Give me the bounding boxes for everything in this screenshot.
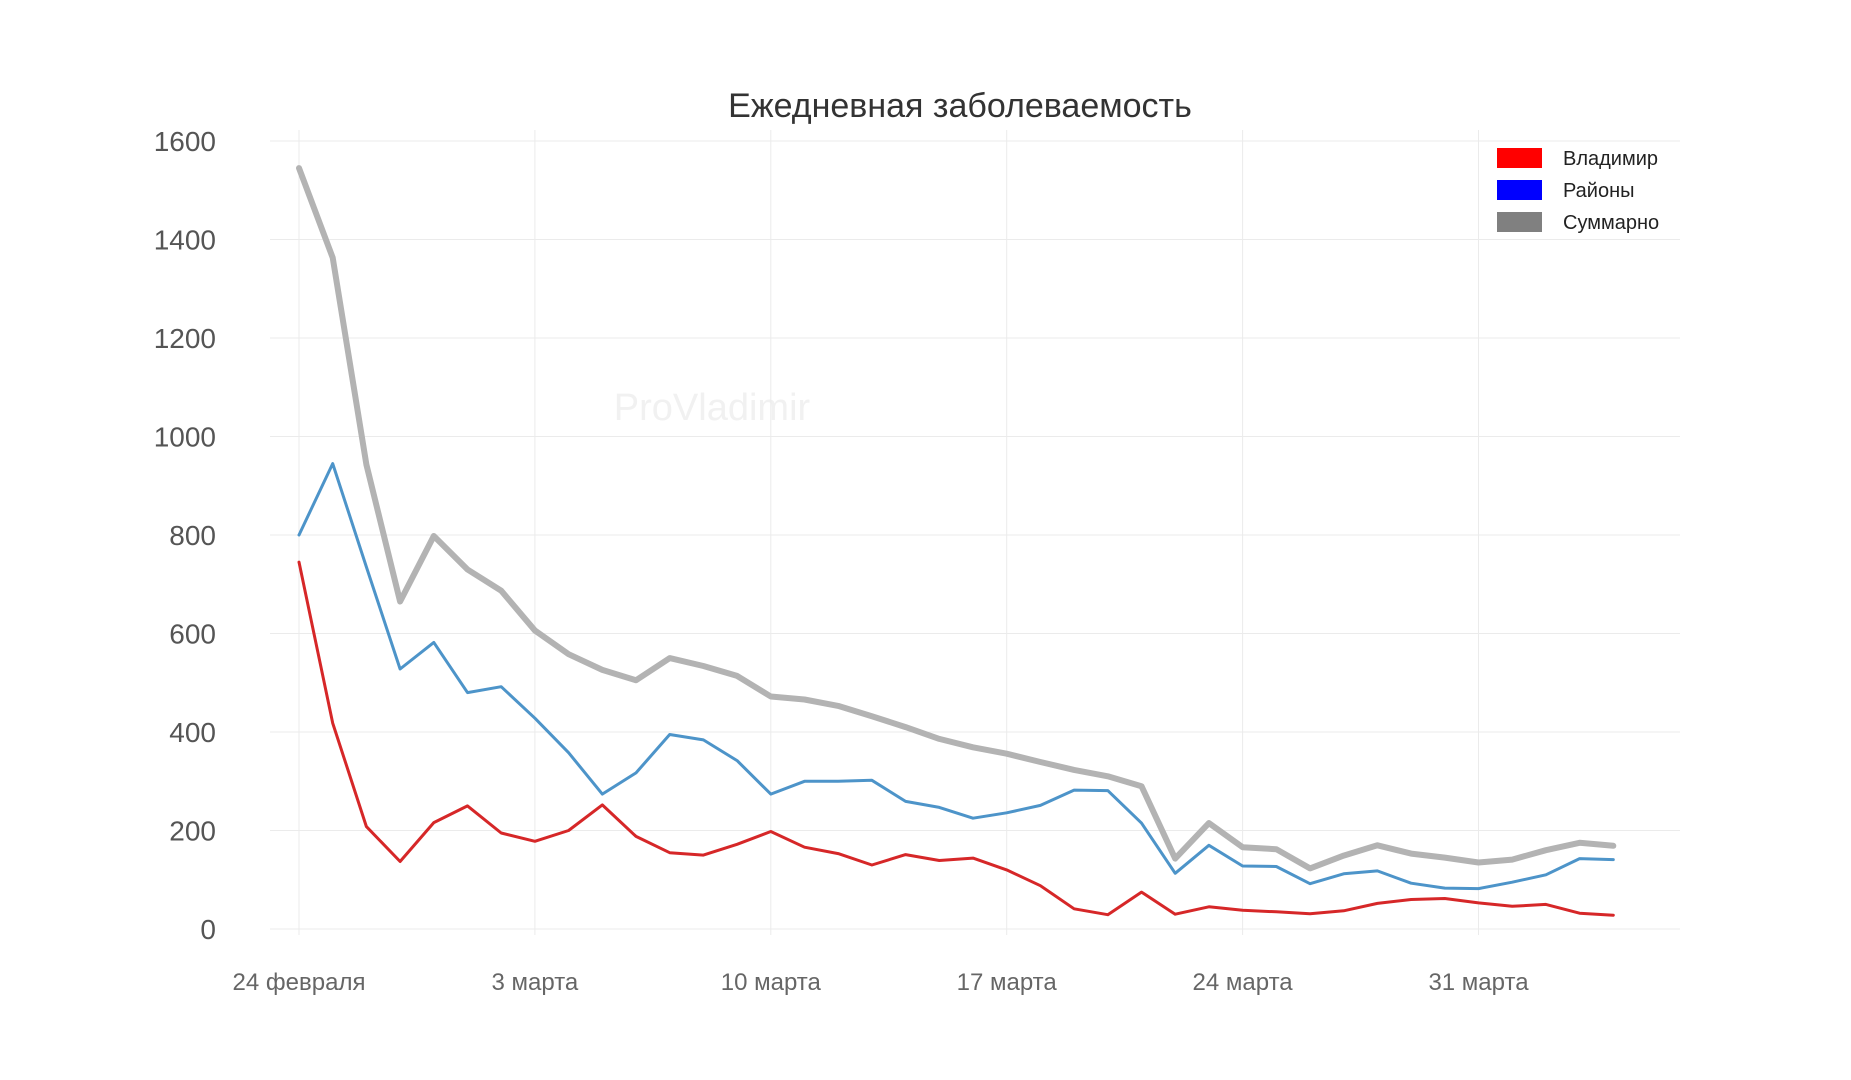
x-tick-label: 24 февраля: [233, 969, 366, 996]
chart-title: Ежедневная заболеваемость: [728, 87, 1192, 125]
x-tick-label: 17 марта: [957, 969, 1058, 996]
series-line-0: [297, 560, 1615, 917]
legend: Владимир Районы Суммарно: [1497, 148, 1659, 234]
x-tick-label: 31 марта: [1428, 969, 1529, 996]
y-tick-label: 800: [169, 520, 216, 551]
series-lines: [296, 165, 1617, 917]
y-axis-ticks: 0 200 400 600 800 1000 1200 1400 1600: [154, 126, 216, 945]
grid: [270, 130, 1680, 935]
series-line-2: [296, 165, 1617, 872]
watermark: ProVladimir: [614, 387, 811, 429]
y-tick-label: 1200: [154, 323, 216, 354]
legend-swatch: [1497, 148, 1542, 168]
y-tick-label: 400: [169, 717, 216, 748]
legend-label: Суммарно: [1563, 212, 1659, 234]
series-line-1: [297, 462, 1615, 891]
legend-swatch: [1497, 180, 1542, 200]
x-tick-label: 24 марта: [1193, 969, 1294, 996]
legend-label: Районы: [1563, 180, 1635, 202]
y-tick-label: 600: [169, 619, 216, 650]
y-tick-label: 1000: [154, 422, 216, 453]
legend-swatch: [1497, 212, 1542, 232]
y-tick-label: 0: [200, 914, 216, 945]
y-tick-label: 1600: [154, 126, 216, 157]
legend-label: Владимир: [1563, 148, 1658, 170]
x-tick-label: 10 марта: [721, 969, 822, 996]
y-tick-label: 200: [169, 816, 216, 847]
x-tick-label: 3 марта: [492, 969, 579, 996]
y-tick-label: 1400: [154, 225, 216, 256]
x-axis-ticks: 24 февраля 3 марта 10 марта 17 марта 24 март…: [233, 969, 1530, 996]
